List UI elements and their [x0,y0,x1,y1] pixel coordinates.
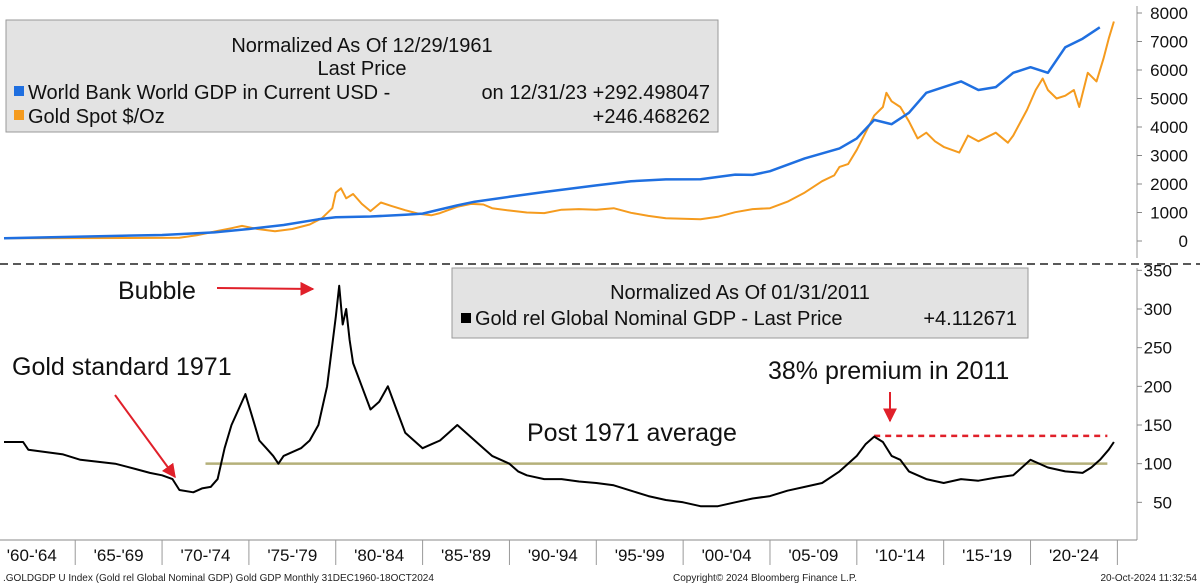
premium-annotation: 38% premium in 2011 [768,357,1009,385]
top-legend-title-2: Last Price [318,58,407,80]
ratio-legend-value: +4.112671 [923,308,1017,330]
footer-copyright: Copyright© 2024 Bloomberg Finance L.P. [673,573,857,584]
footer-timestamp: 20-Oct-2024 11:32:54 [1100,573,1197,584]
post-1971-average-label: Post 1971 average [527,419,737,447]
top-legend-title-1: Normalized As Of 12/29/1961 [231,35,492,57]
gold-spot-line [3,21,1115,240]
x-tick-label: '90-'94 [528,546,578,565]
top-y-tick-label: 2000 [1150,175,1188,194]
bottom-legend-title: Normalized As Of 01/31/2011 [610,282,870,304]
ratio-legend-swatch [461,313,471,323]
gdp-legend-value: on 12/31/23 +292.498047 [481,82,710,104]
top-y-tick-label: 1000 [1150,204,1188,223]
top-y-tick-label: 5000 [1150,90,1188,109]
top-y-ticks: 8000 7000 6000 5000 4000 3000 2000 1000 0 [1137,4,1188,251]
gold-standard-arrow [114,394,176,479]
bottom-panel: 350 300 250 200 150 100 50 Normalized As Of 01… [4,261,1172,540]
x-tick-label: '10-'14 [875,546,925,565]
gold-rel-gdp-line [4,284,1115,508]
bottom-y-tick-label: 100 [1144,455,1172,474]
bottom-legend-box [451,267,1029,339]
top-series-group [3,21,1115,240]
top-y-tick-label: 7000 [1150,33,1188,52]
bottom-y-tick-label: 350 [1144,261,1172,280]
top-y-tick-label: 0 [1179,232,1188,251]
footer: .GOLDGDP U Index (Gold rel Global Nomina… [3,573,1197,584]
bottom-y-tick-label: 200 [1144,377,1172,396]
gold-legend-label: Gold Spot $/Oz [28,106,165,128]
x-tick-label: '70-'74 [180,546,230,565]
top-legend: Normalized As Of 12/29/1961 Last Price W… [5,19,719,133]
bottom-series-group [4,284,1115,508]
gold-legend-value: +246.468262 [593,106,710,128]
x-tick-label: '85-'89 [441,546,491,565]
bottom-legend: Normalized As Of 01/31/2011 Gold rel Glo… [451,267,1029,339]
x-tick-label: '05-'09 [788,546,838,565]
top-panel: 8000 7000 6000 5000 4000 3000 2000 1000 0 Normal… [3,4,1188,258]
gold-standard-annotation: Gold standard 1971 [12,353,232,381]
x-tick-label: '65-'69 [94,546,144,565]
x-tick-labels: '60-'64 '65-'69 '70-'74 '75-'79 '80-'84 '85-'… [7,546,1099,565]
bubble-annotation: Bubble [118,277,196,305]
x-tick-label: '80-'84 [354,546,404,565]
top-y-tick-label: 3000 [1150,147,1188,166]
bottom-y-tick-label: 300 [1144,300,1172,319]
x-tick-label: '15-'19 [962,546,1012,565]
bubble-arrow [216,281,315,296]
x-axis: '60-'64 '65-'69 '70-'74 '75-'79 '80-'84 '85-'… [0,539,1137,565]
world-gdp-line [3,26,1101,240]
bottom-y-tick-label: 150 [1144,416,1172,435]
top-y-tick-label: 8000 [1150,4,1188,23]
top-y-tick-label: 6000 [1150,61,1188,80]
gdp-legend-swatch [14,86,24,96]
top-y-tick-label: 4000 [1150,118,1188,137]
top-legend-box [5,19,719,133]
gdp-legend-label: World Bank World GDP in Current USD - [28,82,390,104]
bottom-y-tick-label: 250 [1144,339,1172,358]
x-tick-label: '75-'79 [267,546,317,565]
ratio-legend-label: Gold rel Global Nominal GDP - Last Price [475,308,843,330]
bottom-y-ticks: 350 300 250 200 150 100 50 [1137,261,1172,512]
x-tick-label: '95-'99 [615,546,665,565]
x-separators [74,540,1118,565]
reference-lines [205,434,1108,465]
gold-legend-swatch [14,110,24,120]
x-tick-label: '00-'04 [702,546,752,565]
bottom-y-tick-label: 50 [1153,493,1172,512]
x-tick-label: '60-'64 [7,546,57,565]
x-tick-label: '20-'24 [1049,546,1099,565]
annotations: Bubble Gold standard 1971 38% premium in… [12,277,1009,479]
footer-source: .GOLDGDP U Index (Gold rel Global Nomina… [3,573,434,584]
